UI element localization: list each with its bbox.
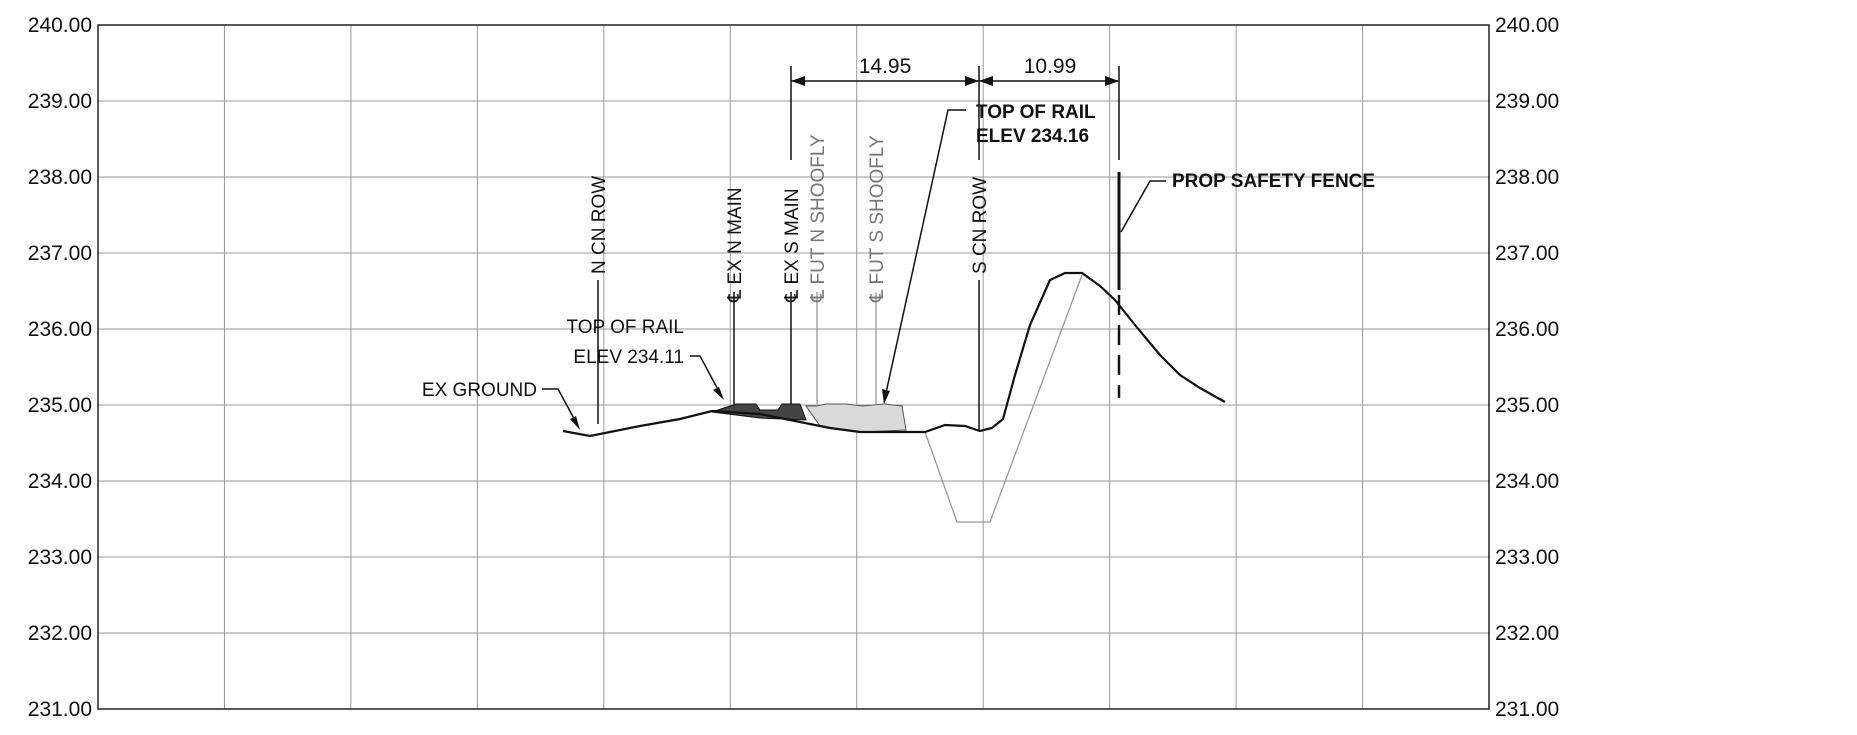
ex-s-main-label: ℄ EX S MAIN bbox=[782, 188, 803, 303]
grid-lines bbox=[98, 25, 1489, 709]
s-cn-row-label: S CN ROW bbox=[970, 177, 991, 274]
elevation-tick-label: 237.00 bbox=[28, 242, 92, 265]
elevation-tick-label: 240.00 bbox=[1495, 14, 1559, 37]
elevation-tick-label: 233.00 bbox=[1495, 546, 1559, 569]
elevation-tick-label: 238.00 bbox=[1495, 166, 1559, 189]
existing-ground-line bbox=[562, 271, 1226, 438]
elevation-tick-label: 234.00 bbox=[1495, 470, 1559, 493]
elevation-tick-label: 240.00 bbox=[28, 14, 92, 37]
dim-arrow-3 bbox=[979, 76, 993, 86]
dim-arrow-1 bbox=[791, 76, 805, 86]
top-rail-right-arrow bbox=[882, 389, 890, 404]
top-rail-left-line1: TOP OF RAIL bbox=[566, 317, 684, 338]
elevation-tick-label: 233.00 bbox=[28, 546, 92, 569]
proposed-ditch-line bbox=[924, 274, 1083, 523]
fut-s-shoofly-label: ℄ FUT S SHOOFLY bbox=[867, 135, 888, 303]
dim-arrow-2 bbox=[965, 76, 979, 86]
dim-label-2: 10.99 bbox=[1024, 55, 1077, 78]
elevation-axis-right: 240.00 239.00 238.00 237.00 236.00 235.00 234.… bbox=[1495, 14, 1559, 721]
dim-label-1: 14.95 bbox=[859, 55, 912, 78]
elevation-tick-label: 234.00 bbox=[28, 470, 92, 493]
elevation-tick-label: 235.00 bbox=[28, 394, 92, 417]
ex-ground-label: EX GROUND bbox=[422, 380, 537, 401]
ex-ground-leader bbox=[542, 388, 579, 427]
ex-ground-arrow bbox=[570, 416, 580, 430]
dim-arrow-4 bbox=[1105, 76, 1119, 86]
elevation-tick-label: 236.00 bbox=[28, 318, 92, 341]
elevation-tick-label: 239.00 bbox=[28, 90, 92, 113]
safety-fence-leader bbox=[1120, 180, 1166, 233]
n-cn-row-label: N CN ROW bbox=[589, 176, 610, 274]
elevation-tick-label: 236.00 bbox=[1495, 318, 1559, 341]
plot-frame bbox=[97, 24, 1490, 710]
top-rail-right-line1: TOP OF RAIL bbox=[976, 102, 1096, 123]
elevation-tick-label: 232.00 bbox=[1495, 622, 1559, 645]
elevation-tick-label: 232.00 bbox=[28, 622, 92, 645]
future-ballast bbox=[805, 403, 907, 433]
top-rail-right-line2: ELEV 234.16 bbox=[976, 126, 1089, 147]
fut-n-shoofly-label: ℄ FUT N SHOOFLY bbox=[808, 134, 829, 303]
elevation-tick-label: 239.00 bbox=[1495, 90, 1559, 113]
elevation-tick-label: 231.00 bbox=[1495, 698, 1559, 721]
top-rail-left-arrow bbox=[713, 387, 724, 400]
elevation-tick-label: 238.00 bbox=[28, 166, 92, 189]
top-rail-left-leader bbox=[690, 355, 723, 398]
elevation-tick-label: 235.00 bbox=[1495, 394, 1559, 417]
ex-n-main-label: ℄ EX N MAIN bbox=[725, 187, 746, 303]
elevation-tick-label: 231.00 bbox=[28, 698, 92, 721]
prop-safety-fence-label: PROP SAFETY FENCE bbox=[1172, 171, 1375, 192]
top-rail-right-leader bbox=[883, 109, 966, 403]
top-rail-left-line2: ELEV 234.11 bbox=[573, 347, 684, 368]
elevation-axis-left: 240.00 239.00 238.00 237.00 236.00 235.00 234.… bbox=[28, 14, 92, 721]
elevation-tick-label: 237.00 bbox=[1495, 242, 1559, 265]
